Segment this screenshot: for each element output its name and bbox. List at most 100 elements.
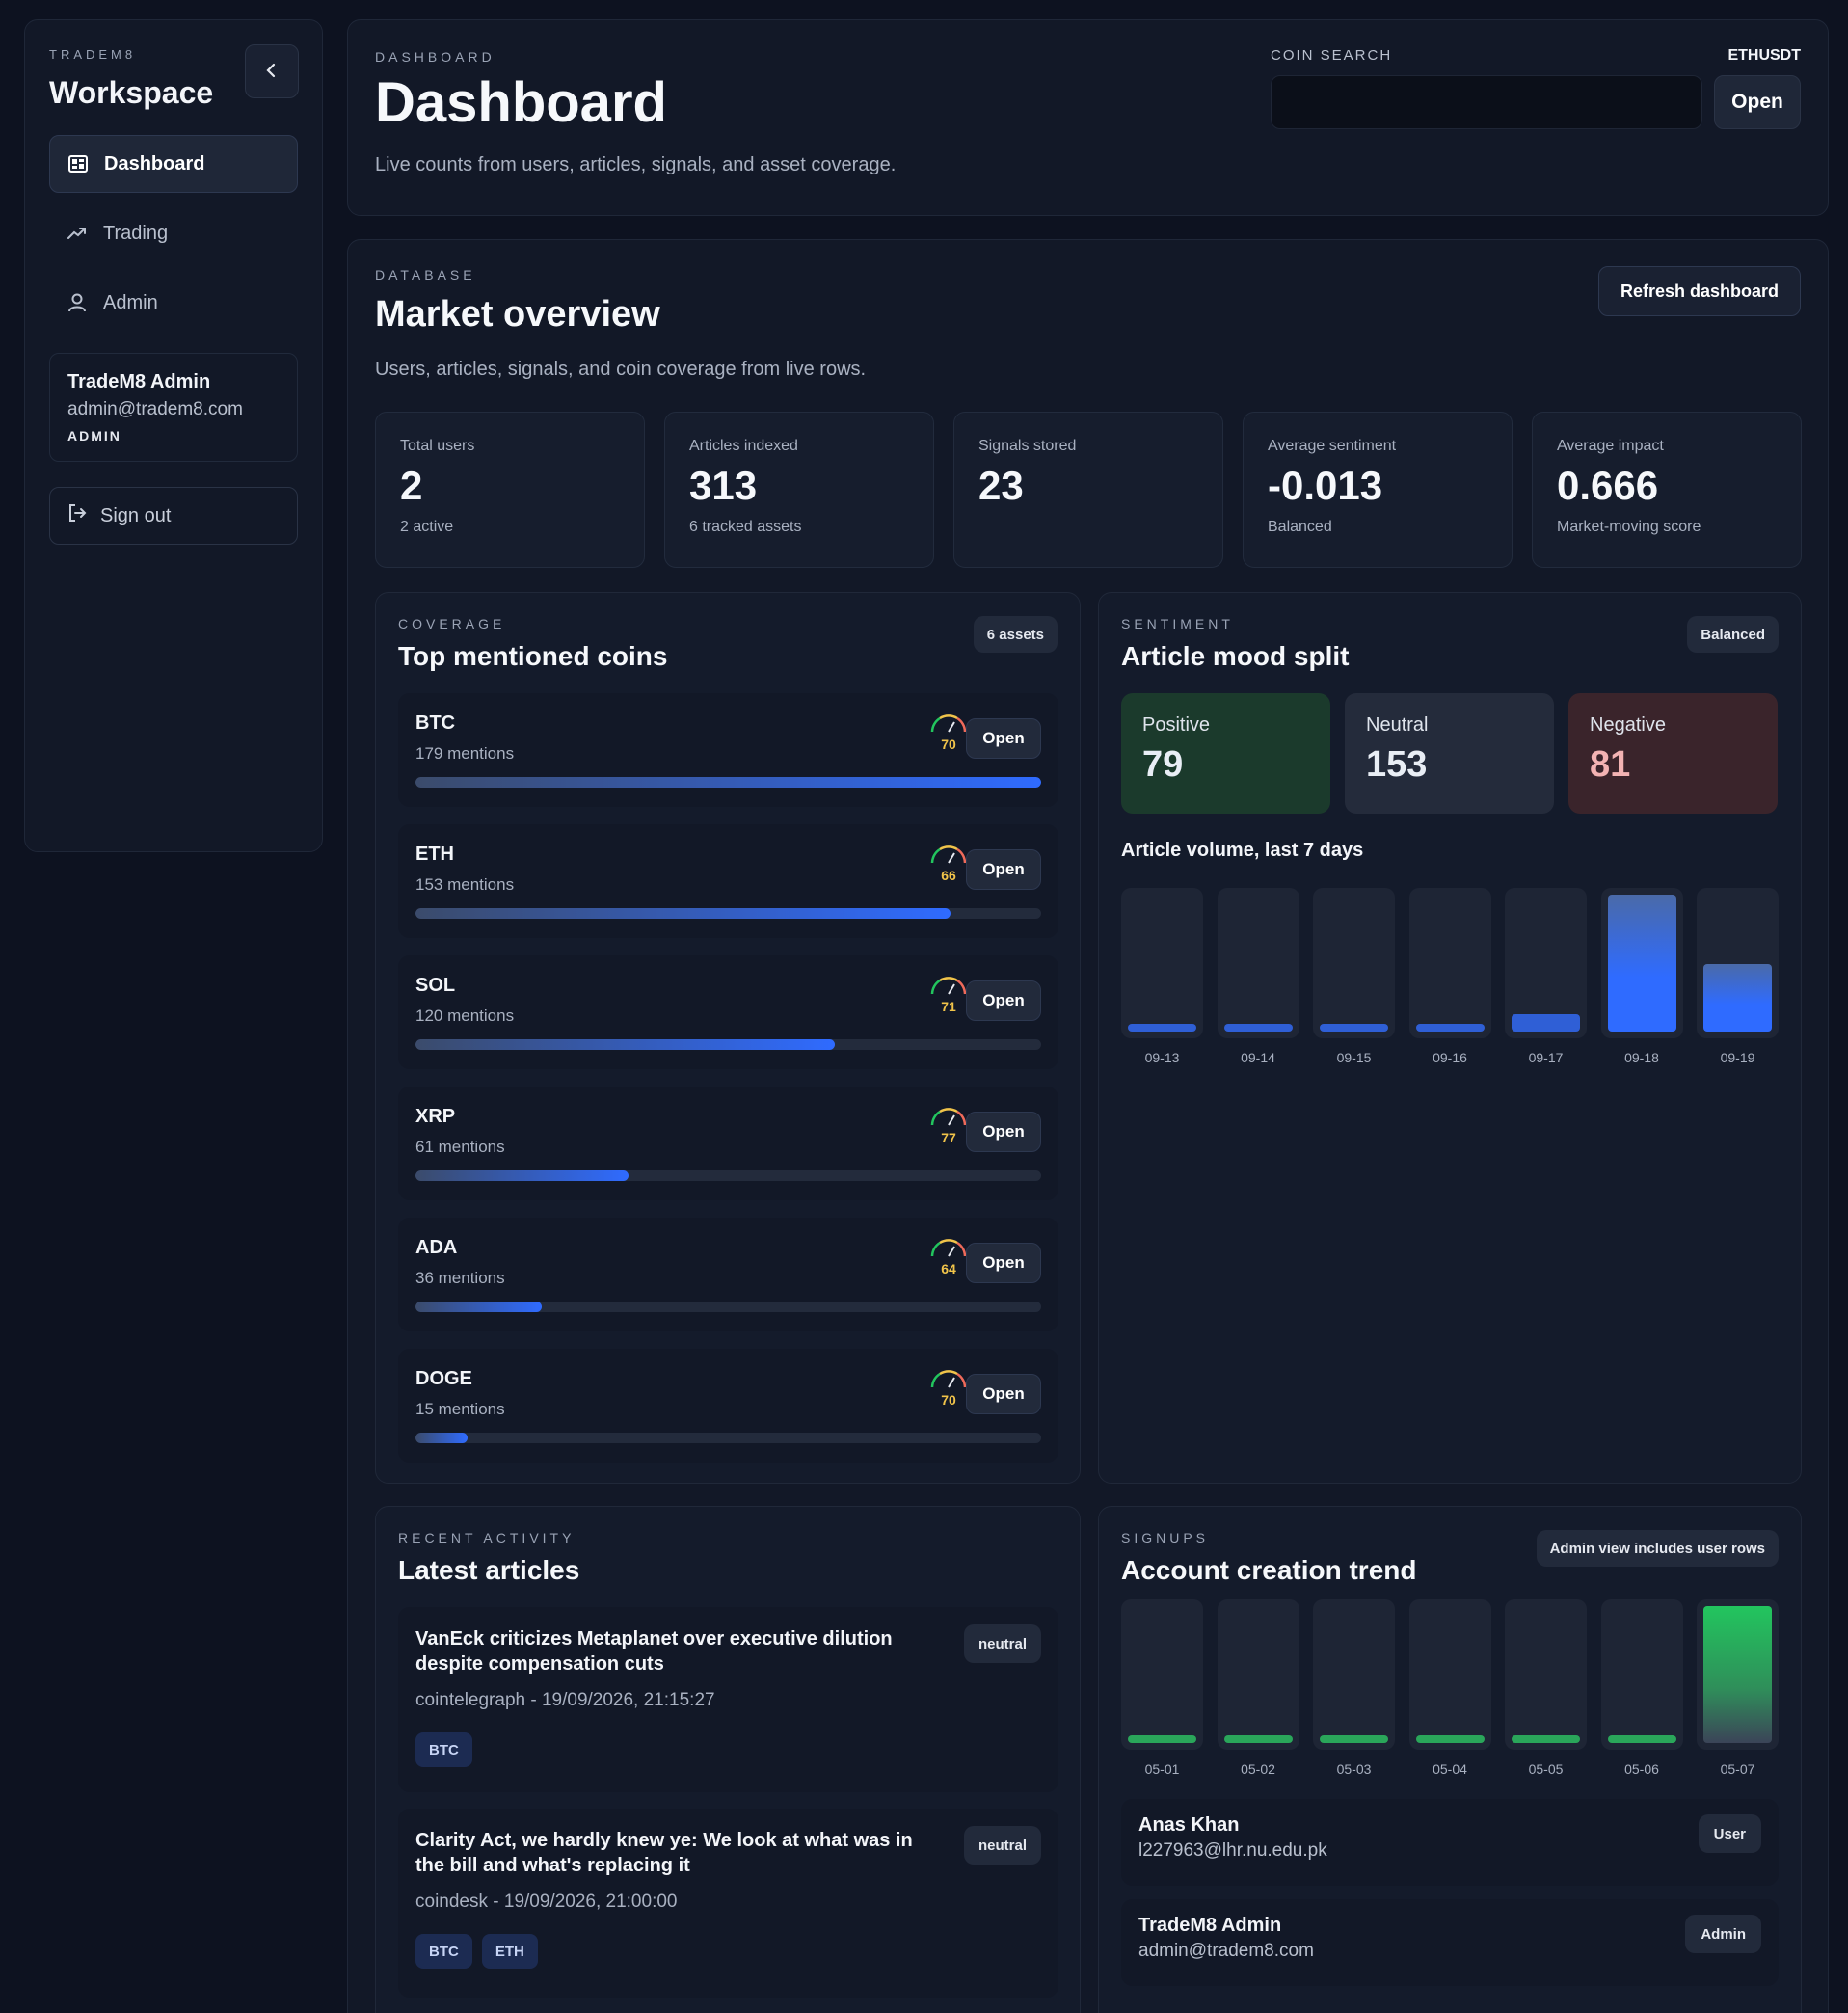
bar-track xyxy=(1313,1599,1395,1750)
coin-search-input[interactable] xyxy=(1271,75,1702,129)
collapse-sidebar-button[interactable] xyxy=(245,44,299,98)
stat-signals-stored: Signals stored 23 xyxy=(953,412,1223,568)
sidebar-item-label: Trading xyxy=(103,222,169,244)
bar-column-05-02: 05-02 xyxy=(1217,1599,1299,1777)
article-title[interactable]: VanEck criticizes Metaplanet over execut… xyxy=(415,1628,893,1675)
sidebar-item-trading[interactable]: Trading xyxy=(49,204,298,262)
signups-eyebrow: SIGNUPS xyxy=(1121,1530,1210,1545)
article-title[interactable]: Clarity Act, we hardly knew ye: We look … xyxy=(415,1830,913,1876)
coin-open-button[interactable]: Open xyxy=(966,1243,1041,1283)
bar-day-label: 09-18 xyxy=(1624,1050,1659,1065)
coin-row-xrp: XRP 61 mentions 77 Open xyxy=(398,1087,1058,1200)
page-title: Dashboard xyxy=(375,71,667,134)
bar-day-label: 05-07 xyxy=(1720,1761,1755,1777)
bar-day-label: 09-16 xyxy=(1433,1050,1467,1065)
coin-mentions: 36 mentions xyxy=(415,1269,505,1287)
mentions-bar-fill xyxy=(415,1433,469,1443)
bar-day-label: 05-01 xyxy=(1144,1761,1180,1777)
gauge-score: 70 xyxy=(941,1392,956,1408)
coin-open-button[interactable]: Open xyxy=(966,849,1041,890)
dashboard-header: DASHBOARD Dashboard Live counts from use… xyxy=(347,19,1829,216)
bar xyxy=(1128,1024,1196,1032)
sign-out-label: Sign out xyxy=(100,504,172,526)
stat-note: 6 tracked assets xyxy=(689,519,802,535)
gauge-icon xyxy=(928,977,969,1000)
stat-label: Average sentiment xyxy=(1268,438,1397,454)
coin-open-button[interactable]: Open xyxy=(966,1374,1041,1414)
mood-value: 153 xyxy=(1366,744,1428,785)
bar-day-label: 05-06 xyxy=(1624,1761,1659,1777)
stat-label: Articles indexed xyxy=(689,438,798,454)
bar-track xyxy=(1600,1599,1683,1750)
coin-symbol: BTC xyxy=(415,712,456,734)
coin-open-button[interactable]: Open xyxy=(966,980,1041,1021)
stat-total-users: Total users 2 2 active xyxy=(375,412,645,568)
bar-track xyxy=(1697,1599,1779,1750)
mood-positive: Positive 79 xyxy=(1121,693,1330,814)
mood-negative: Negative 81 xyxy=(1568,693,1778,814)
bar-column-09-19: 09-19 xyxy=(1697,888,1779,1065)
sentiment-gauge: 70 xyxy=(927,711,970,752)
coin-row-btc: BTC 179 mentions 70 Open xyxy=(398,693,1058,807)
stat-value: 0.666 xyxy=(1557,463,1659,508)
mentions-bar-fill xyxy=(415,1039,836,1050)
bar-track xyxy=(1313,888,1395,1038)
coin-search-symbol: ETHUSDT xyxy=(1727,47,1801,64)
admin-view-badge: Admin view includes user rows xyxy=(1536,1530,1779,1567)
coin-tag[interactable]: BTC xyxy=(415,1732,472,1767)
sidebar-item-admin[interactable]: Admin xyxy=(49,274,298,332)
mentions-bar-fill xyxy=(415,1302,542,1312)
mentions-bar-track xyxy=(415,1433,1041,1443)
coin-mentions: 120 mentions xyxy=(415,1006,515,1025)
coin-open-button[interactable]: Open xyxy=(966,1112,1041,1152)
stat-label: Total users xyxy=(400,438,475,454)
coin-open-button[interactable]: Open xyxy=(966,718,1041,759)
workspace-title: Workspace xyxy=(49,75,214,110)
mentions-bar-fill xyxy=(415,777,1041,788)
bar-day-label: 09-13 xyxy=(1144,1050,1180,1065)
user-name: TradeM8 Admin xyxy=(67,371,211,392)
coin-search-open-button[interactable]: Open xyxy=(1714,75,1801,129)
coverage-title: Top mentioned coins xyxy=(398,641,668,671)
sentiment-title: Article mood split xyxy=(1121,641,1350,671)
sidebar-item-dashboard[interactable]: Dashboard xyxy=(49,135,298,193)
mentions-bar-track xyxy=(415,1170,1041,1181)
header-eyebrow: DASHBOARD xyxy=(375,49,495,65)
user-icon xyxy=(67,292,88,313)
user-role: ADMIN xyxy=(67,428,121,443)
bar-column-05-03: 05-03 xyxy=(1313,1599,1395,1777)
article-item[interactable]: Clarity Act, we hardly knew ye: We look … xyxy=(398,1809,1058,1998)
sentiment-balance-badge: Balanced xyxy=(1687,616,1779,653)
mood-label: Neutral xyxy=(1366,714,1429,736)
stat-articles-indexed: Articles indexed 313 6 tracked assets xyxy=(664,412,934,568)
brand-label: TRADEM8 xyxy=(49,47,137,62)
bar-day-label: 05-05 xyxy=(1528,1761,1564,1777)
account-role-badge: Admin xyxy=(1685,1915,1761,1953)
bar xyxy=(1703,1606,1772,1743)
mood-label: Positive xyxy=(1142,714,1211,736)
mentions-bar-fill xyxy=(415,908,951,919)
bar xyxy=(1415,1024,1485,1032)
bar-day-label: 05-02 xyxy=(1241,1761,1275,1777)
account-role-badge: User xyxy=(1698,1814,1761,1853)
sign-out-button[interactable]: Sign out xyxy=(49,487,298,545)
bar-column-09-16: 09-16 xyxy=(1408,888,1491,1065)
coin-mentions: 153 mentions xyxy=(415,875,515,894)
coin-tag[interactable]: BTC xyxy=(415,1934,472,1969)
bar-day-label: 09-19 xyxy=(1720,1050,1755,1065)
account-email: l227963@lhr.nu.edu.pk xyxy=(1138,1840,1327,1861)
bar-track xyxy=(1408,888,1491,1038)
bar-day-label: 09-17 xyxy=(1528,1050,1564,1065)
article-meta: coindesk - 19/09/2026, 21:00:00 xyxy=(415,1892,678,1912)
page-subtitle: Live counts from users, articles, signal… xyxy=(375,154,897,175)
bar-track xyxy=(1505,1599,1587,1750)
stat-value: -0.013 xyxy=(1268,463,1383,508)
gauge-score: 70 xyxy=(941,737,956,752)
refresh-dashboard-button[interactable]: Refresh dashboard xyxy=(1597,266,1801,316)
article-item[interactable]: VanEck criticizes Metaplanet over execut… xyxy=(398,1607,1058,1792)
bar-column-09-15: 09-15 xyxy=(1313,888,1395,1065)
coin-tag[interactable]: ETH xyxy=(481,1934,538,1969)
stat-value: 2 xyxy=(400,463,423,508)
account-name: TradeM8 Admin xyxy=(1138,1915,1282,1936)
sentiment-gauge: 77 xyxy=(927,1104,970,1145)
